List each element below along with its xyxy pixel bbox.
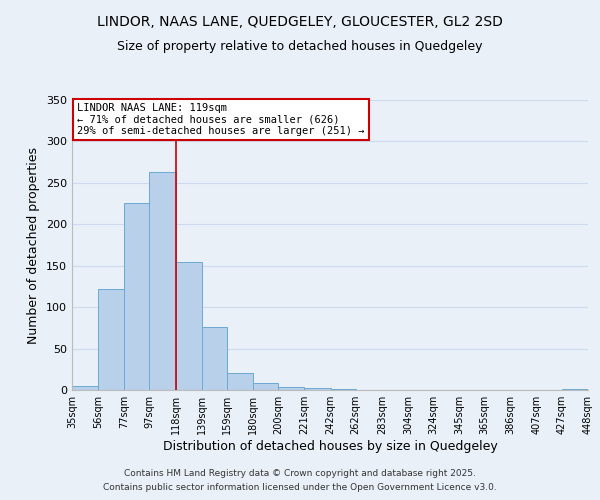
Text: LINDOR, NAAS LANE, QUEDGELEY, GLOUCESTER, GL2 2SD: LINDOR, NAAS LANE, QUEDGELEY, GLOUCESTER… [97,15,503,29]
Bar [227,374,253,390]
Bar [202,327,227,390]
Bar [176,262,202,390]
Bar [253,382,278,390]
Bar [304,388,331,390]
Bar [278,386,304,390]
Bar [149,172,176,390]
Text: Size of property relative to detached houses in Quedgeley: Size of property relative to detached ho… [117,40,483,53]
Text: Contains public sector information licensed under the Open Government Licence v3: Contains public sector information licen… [103,484,497,492]
Text: LINDOR NAAS LANE: 119sqm
← 71% of detached houses are smaller (626)
29% of semi-: LINDOR NAAS LANE: 119sqm ← 71% of detach… [77,103,365,136]
Bar [124,202,149,390]
Bar [72,386,98,390]
Bar [562,389,588,390]
Bar [98,289,124,390]
Y-axis label: Number of detached properties: Number of detached properties [28,146,40,344]
X-axis label: Distribution of detached houses by size in Quedgeley: Distribution of detached houses by size … [163,440,497,453]
Bar [331,389,356,390]
Text: Contains HM Land Registry data © Crown copyright and database right 2025.: Contains HM Land Registry data © Crown c… [124,468,476,477]
